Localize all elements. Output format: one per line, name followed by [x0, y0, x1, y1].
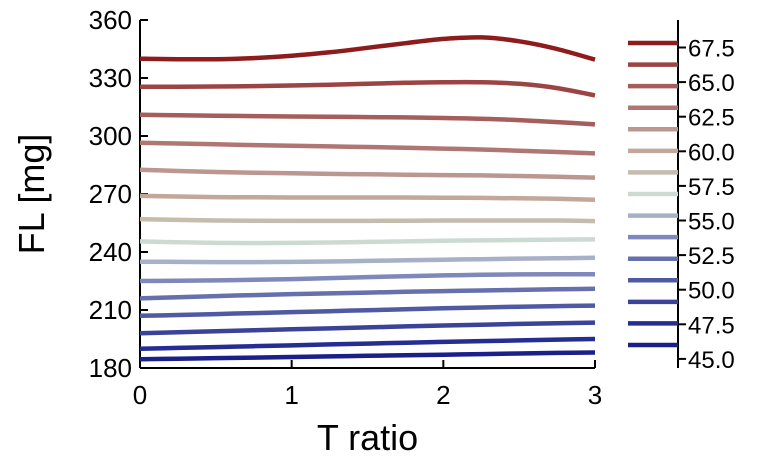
series-line-2: [139, 320, 596, 336]
series-line-4: [139, 286, 596, 301]
series-line-6: [139, 255, 596, 265]
y-tick-label: 180: [89, 353, 132, 383]
series-line-5: [139, 271, 595, 284]
legend-ticks: 67.5 65.0 62.5 60.0 57.5 55.0 52.5 50.0 47.5 45.0: [678, 36, 735, 374]
y-tick-label: 270: [89, 179, 132, 209]
series-line-3: [139, 303, 596, 319]
legend-label: 67.5: [688, 36, 735, 63]
y-tick-label: 240: [89, 237, 132, 267]
legend-label: 57.5: [688, 174, 735, 201]
y-tick-label: 360: [89, 5, 132, 35]
legend-label: 47.5: [688, 312, 735, 339]
y-tick-label: 300: [89, 121, 132, 151]
series-line-0: [139, 350, 596, 362]
series-line-13: [140, 79, 596, 98]
legend-label: 60.0: [688, 139, 735, 166]
legend-swatches: [628, 40, 678, 348]
color-legend: 67.5 65.0 62.5 60.0 57.5 55.0 52.5 50.0 47.5 45.0: [628, 20, 735, 374]
x-tick-label: 2: [436, 380, 450, 410]
x-tick-label: 1: [284, 380, 298, 410]
series-line-12: [139, 112, 596, 127]
legend-label: 45.0: [688, 347, 735, 374]
x-axis-title: T ratio: [317, 417, 418, 458]
x-tick-label: 0: [133, 380, 147, 410]
series-line-1: [139, 336, 596, 351]
legend-label: 55.0: [688, 209, 735, 236]
x-tick-label: 3: [588, 380, 602, 410]
legend-label: 62.5: [688, 105, 735, 132]
series-line-11: [139, 140, 596, 156]
y-axis-title: FL [mg]: [11, 134, 52, 255]
y-tick-label: 210: [89, 295, 132, 325]
y-tick-label: 330: [89, 63, 132, 93]
x-ticks: 0 1 2 3: [133, 360, 602, 410]
series-line-8: [139, 216, 596, 224]
legend-label: 52.5: [688, 243, 735, 270]
series-line-7: [139, 237, 596, 246]
legend-label: 65.0: [688, 70, 735, 97]
series-line-14: [139, 35, 596, 62]
series-line-10: [139, 167, 596, 180]
legend-label: 50.0: [688, 278, 735, 305]
y-ticks: 180 210 240 270 300 330 360: [89, 5, 148, 383]
series-line-9: [139, 193, 596, 203]
series-lines: [139, 35, 596, 362]
